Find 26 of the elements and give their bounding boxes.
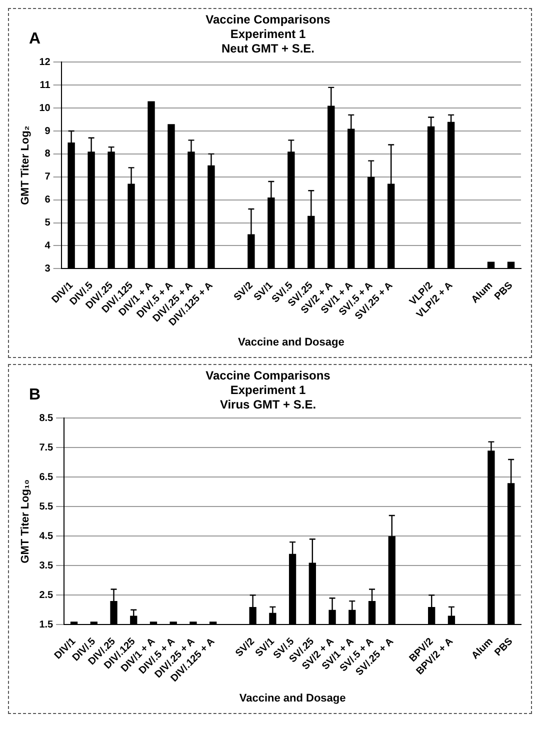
y-tick-label: 3.5 xyxy=(39,560,54,572)
y-axis-title: GMT Titer Log₂ xyxy=(20,126,32,206)
x-axis-title: Vaccine and Dosage xyxy=(238,336,344,348)
y-tick-label: 6.5 xyxy=(39,472,54,483)
y-tick-label: 3 xyxy=(44,263,51,274)
y-tick-label: 6 xyxy=(44,194,51,206)
x-axis-title: Vaccine and Dosage xyxy=(239,692,346,704)
y-tick-label: 8 xyxy=(44,148,51,160)
y-axis-title: GMT Titer Log₁₀ xyxy=(20,479,32,564)
y-tick-label: 8.5 xyxy=(39,412,54,424)
y-tick-label: 7 xyxy=(44,172,51,183)
chart-title: Vaccine Comparisons Experiment 1 Virus GMT + S.E. xyxy=(206,368,331,412)
y-tick-label: 5 xyxy=(44,218,51,229)
y-tick-label: 4.5 xyxy=(39,530,54,542)
chart-title: Vaccine Comparisons Experiment 1 Neut GMT + S.E. xyxy=(206,12,331,56)
y-tick-label: 10 xyxy=(39,102,51,114)
y-tick-label: 12 xyxy=(39,56,51,68)
y-tick-label: 4 xyxy=(44,240,51,252)
text: B xyxy=(29,386,41,404)
y-tick-label: 11 xyxy=(40,80,51,91)
y-tick-label: 2.5 xyxy=(39,590,54,601)
y-tick-label: 7.5 xyxy=(39,442,54,454)
y-tick-label: 5.5 xyxy=(39,501,54,512)
y-tick-label: 1.5 xyxy=(39,619,54,630)
text: A xyxy=(29,30,41,48)
y-tick-label: 9 xyxy=(44,126,51,137)
